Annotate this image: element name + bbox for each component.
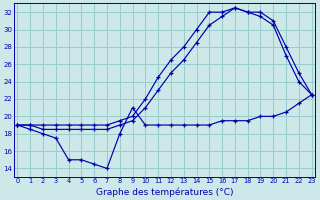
X-axis label: Graphe des températures (°C): Graphe des températures (°C) [96, 187, 233, 197]
